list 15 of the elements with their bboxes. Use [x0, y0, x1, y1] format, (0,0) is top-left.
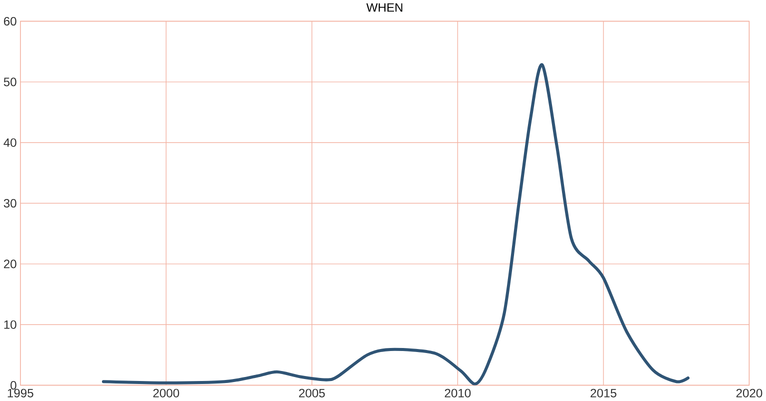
x-tick-label: 2000: [153, 388, 180, 398]
x-tick-label: 2005: [299, 388, 325, 398]
y-tick-label: 60: [4, 17, 16, 26]
y-tick-label: 50: [4, 78, 16, 86]
x-tick-label: 2015: [590, 388, 616, 398]
y-tick-label: 30: [4, 199, 16, 208]
y-tick-label: 40: [4, 138, 16, 147]
x-tick-label: 2020: [736, 388, 762, 398]
y-tick-label: 20: [4, 260, 16, 268]
x-tick-label: 2010: [444, 388, 471, 398]
y-tick-label: 0: [10, 381, 16, 390]
x-tick-label: 1995: [8, 388, 34, 398]
y-tick-label: 10: [4, 320, 16, 329]
chart-title: WHEN: [366, 3, 402, 12]
line-series: [102, 64, 690, 386]
